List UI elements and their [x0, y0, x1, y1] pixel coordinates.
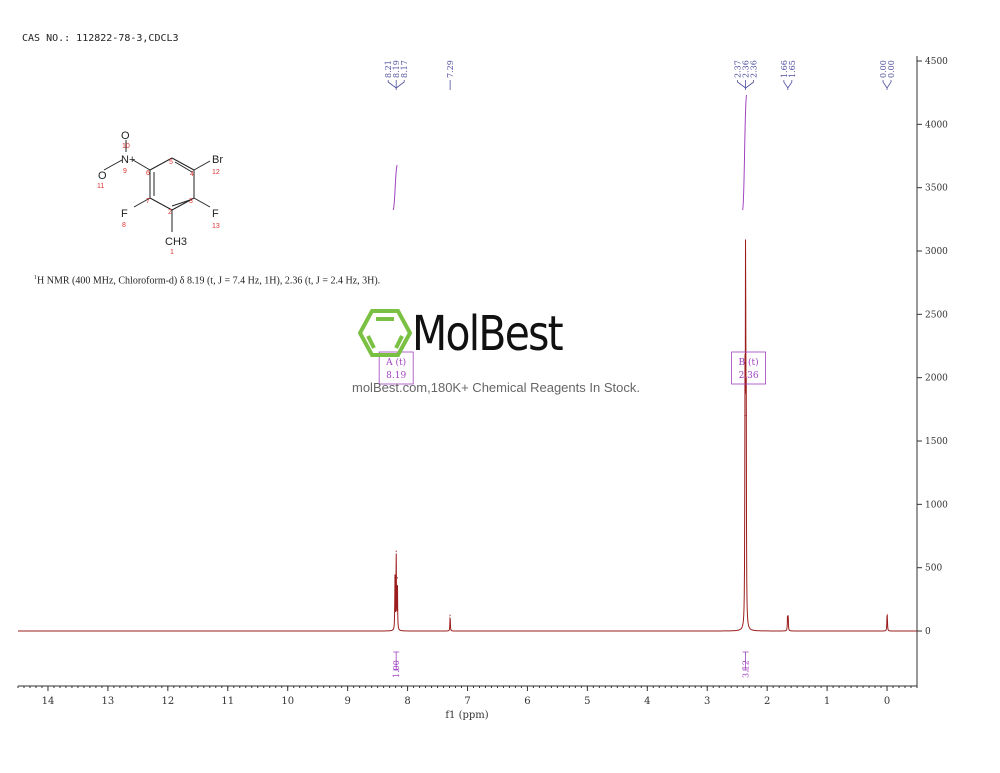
peak-marker [394, 577, 396, 579]
peak-label-connector [395, 80, 405, 89]
x-tick-label: 4 [644, 696, 650, 707]
peak-label-connector [886, 80, 892, 89]
integral-curve [742, 94, 748, 211]
nmr-description: 1H NMR (400 MHz, Chloroform-d) δ 8.19 (t… [34, 275, 381, 287]
peak-label: 1.66 [780, 60, 789, 78]
y-tick-label: 3500 [925, 184, 948, 194]
atom-number: 1 [170, 249, 174, 256]
peak-label: 7.29 [446, 60, 455, 78]
peak-marker [395, 550, 397, 552]
y-tick-label: 500 [925, 564, 942, 574]
peak-label-connector [882, 80, 888, 89]
x-tick-label: 13 [102, 696, 115, 707]
atom-number: 2 [168, 209, 172, 216]
atom-label: F [121, 208, 128, 220]
y-tick-label: 4000 [925, 120, 948, 130]
integral-bracket [742, 651, 749, 671]
peak-marker [787, 615, 789, 617]
y-tick-label: 1500 [925, 437, 948, 447]
peak-label-connector [387, 80, 397, 89]
integral-bracket [393, 651, 400, 671]
peak-label: 1.65 [788, 60, 797, 78]
peak-label: 8.19 [392, 60, 401, 78]
peak-label: 8.21 [384, 60, 393, 78]
x-tick-label: 0 [884, 696, 890, 707]
multiplet-label: B (t) [739, 357, 759, 368]
atom-number: 4 [190, 171, 194, 178]
peak-label: 0.00 [879, 60, 888, 78]
multiplet-box [378, 351, 414, 385]
x-tick-label: 12 [161, 696, 174, 707]
x-tick-label: 8 [404, 696, 410, 707]
y-tick-label: 4500 [925, 57, 948, 67]
peak-label-connector [787, 80, 793, 89]
multiplet-shift: 8.19 [386, 371, 406, 381]
atom-number: 5 [169, 159, 173, 166]
peak-marker [449, 614, 451, 616]
peak-marker [744, 415, 746, 417]
atom-number: 13 [212, 223, 220, 230]
x-tick-label: 9 [344, 696, 350, 707]
multiplet-shift: 2.36 [739, 371, 759, 381]
x-tick-label: 6 [524, 696, 530, 707]
x-axis-label: f1 (ppm) [445, 710, 488, 721]
x-tick-label: 10 [281, 696, 294, 707]
atom-number: 6 [146, 170, 150, 177]
atom-number: 12 [212, 169, 220, 176]
cas-number: CAS NO.: 112822-78-3,CDCL3 [22, 33, 179, 44]
x-tick-label: 1 [824, 696, 830, 707]
atom-label: F [212, 208, 219, 220]
y-tick-label: 2500 [925, 310, 948, 320]
peak-label: 0.00 [887, 60, 896, 78]
peak-marker [744, 254, 747, 256]
atom-number: 10 [122, 143, 130, 150]
integral-value: 3.12 [742, 660, 751, 678]
x-tick-label: 11 [221, 696, 234, 707]
y-tick-label: 0 [925, 627, 931, 637]
integral-curve [392, 164, 398, 211]
atom-number: 11 [97, 183, 104, 190]
atom-label: N+ [121, 154, 135, 166]
molbest-logo-icon [358, 309, 412, 357]
spectrum-line [18, 239, 917, 632]
multiplet-label: A (t) [385, 357, 406, 368]
multiplet-box [731, 351, 766, 385]
peak-label-connector [745, 80, 754, 89]
atom-number: 3 [189, 198, 193, 205]
atom-number: 8 [122, 222, 126, 229]
y-tick-label: 2000 [925, 374, 948, 384]
peak-label: 2.36 [750, 60, 759, 78]
watermark-tagline: molBest.com,180K+ Chemical Reagents In S… [352, 380, 640, 395]
peak-marker [745, 415, 747, 417]
peak-marker [886, 618, 888, 620]
peak-label: 8.17 [400, 60, 409, 78]
peak-label-connector [783, 80, 789, 89]
peak-marker [786, 616, 789, 618]
atom-number: 9 [123, 168, 127, 175]
integral-value: 1.00 [392, 660, 401, 678]
atom-label: O [121, 130, 130, 142]
atom-label: Br [212, 154, 223, 166]
x-tick-label: 5 [584, 696, 590, 707]
peak-label: 2.36 [742, 60, 751, 78]
atom-number: 7 [146, 198, 150, 205]
x-tick-label: 2 [764, 696, 770, 707]
watermark-brand: MolBest [412, 306, 564, 362]
x-tick-label: 7 [464, 696, 470, 707]
x-tick-label: 14 [42, 696, 55, 707]
atom-label: O [98, 170, 107, 182]
atom-label-methyl: CH3 [165, 236, 187, 248]
y-tick-label: 1000 [925, 500, 948, 510]
peak-label: 2.37 [734, 60, 743, 78]
peak-marker [886, 620, 888, 622]
x-tick-label: 3 [704, 696, 710, 707]
peak-label-connector [737, 80, 746, 89]
y-tick-label: 3000 [925, 247, 948, 257]
peak-marker [396, 577, 398, 579]
